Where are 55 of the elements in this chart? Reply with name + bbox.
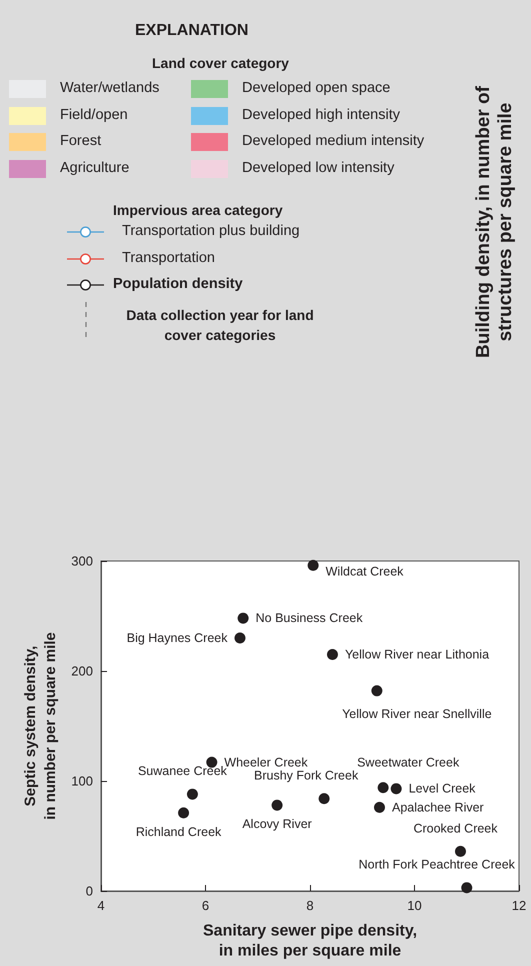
point bbox=[461, 882, 472, 894]
x-tick-label: 12 bbox=[512, 898, 526, 913]
point bbox=[318, 793, 330, 804]
annotation: Alcovy River bbox=[242, 817, 312, 832]
annotation: No Business Creek bbox=[256, 611, 364, 626]
annotation: Crooked Creek bbox=[413, 821, 498, 836]
point bbox=[178, 807, 190, 818]
annotation: Yellow River near Lithonia bbox=[344, 648, 490, 662]
text: Building density, in number of structures per square mile bbox=[473, 85, 517, 360]
x-tick-label: 4 bbox=[97, 898, 105, 913]
annotation: Richland Creek bbox=[136, 824, 222, 839]
annotation: Yellow River near Snellville bbox=[342, 706, 492, 721]
annotation: Level Creek bbox=[408, 782, 476, 796]
text: Agriculture bbox=[60, 160, 130, 176]
point bbox=[378, 782, 389, 794]
x-tick-label: 8 bbox=[306, 898, 314, 913]
text: Developed high intensity bbox=[242, 106, 400, 122]
text: Developed low intensity bbox=[242, 160, 394, 176]
text: Data collection year for land cover categories bbox=[125, 306, 315, 345]
point bbox=[238, 612, 249, 624]
annotation: Apalachee River bbox=[392, 800, 484, 814]
y-axis-title: Septic system density, in number per square mile bbox=[22, 632, 59, 820]
point bbox=[454, 846, 466, 857]
y-tick-label: 200 bbox=[71, 664, 93, 678]
text: Field/open bbox=[60, 106, 128, 122]
point bbox=[308, 560, 319, 571]
x-axis-title: Sanitary sewer pipe density, in miles per square mile bbox=[202, 922, 418, 960]
x-tick-label: 10 bbox=[407, 898, 422, 913]
text: Developed medium intensity bbox=[242, 133, 424, 149]
text: Transportation plus building bbox=[122, 223, 300, 239]
annotation: Sweetwater Creek bbox=[357, 756, 460, 770]
y-tick-label: 100 bbox=[71, 774, 93, 788]
text: Population density bbox=[113, 276, 243, 292]
point bbox=[374, 802, 385, 813]
annotation: Wheeler Creek bbox=[224, 755, 308, 770]
text: Forest bbox=[60, 133, 102, 149]
x-tick-label: 6 bbox=[202, 898, 210, 913]
point bbox=[186, 788, 198, 800]
text: Land cover category bbox=[152, 55, 289, 71]
annotation: North Fork Peachtree Creek bbox=[358, 858, 516, 872]
text: Developed open space bbox=[242, 80, 390, 96]
annotation: Wildcat Creek bbox=[326, 564, 404, 578]
point bbox=[371, 685, 382, 696]
y-tick-label: 300 bbox=[71, 554, 93, 568]
text: Water/wetlands bbox=[60, 80, 160, 96]
point bbox=[272, 800, 283, 811]
text: Transportation bbox=[122, 250, 215, 266]
text: EXPLANATION bbox=[135, 22, 248, 40]
annotation: Brushy Fork Creek bbox=[254, 768, 359, 783]
point bbox=[390, 783, 402, 794]
y-tick-label: 0 bbox=[86, 884, 93, 898]
point bbox=[234, 632, 246, 644]
text: Impervious area category bbox=[113, 202, 283, 218]
annotation: Big Haynes Creek bbox=[126, 631, 228, 645]
point bbox=[326, 649, 338, 660]
